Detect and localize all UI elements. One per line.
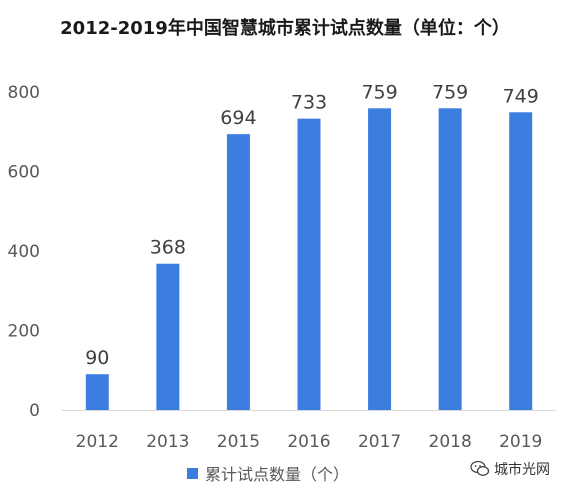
x-tick-label: 2015 [217, 432, 260, 452]
bar [438, 108, 462, 411]
x-tick-label: 2013 [146, 432, 189, 452]
legend: 累计试点数量（个） [187, 461, 349, 485]
bar [368, 108, 392, 411]
legend-swatch [187, 467, 198, 479]
bar [226, 134, 250, 410]
bar [297, 118, 321, 410]
y-tick-label: 400 [8, 242, 40, 262]
data-label: 368 [150, 237, 186, 259]
bar [85, 374, 109, 410]
data-label: 694 [220, 107, 256, 129]
y-tick-label: 200 [8, 322, 40, 342]
y-tick-label: 600 [8, 163, 40, 183]
y-tick-label: 800 [8, 83, 40, 103]
chart-title: 2012-2019年中国智慧城市累计试点数量（单位：个） [60, 18, 510, 39]
data-label: 759 [432, 81, 468, 103]
y-tick-label: 0 [29, 401, 40, 421]
x-tick-label: 2019 [499, 432, 542, 452]
legend-label: 累计试点数量（个） [205, 465, 350, 484]
watermark: 城市光网 [470, 459, 550, 479]
bar [156, 263, 180, 410]
data-label: 90 [85, 347, 109, 369]
bar [509, 112, 533, 411]
data-label: 759 [361, 81, 397, 103]
x-tick-label: 2017 [358, 432, 401, 452]
data-label: 733 [291, 92, 327, 114]
x-tick-label: 2018 [429, 432, 472, 452]
x-tick-label: 2016 [287, 432, 330, 452]
watermark-text: 城市光网 [494, 462, 550, 478]
data-label: 749 [503, 85, 539, 107]
wechat-icon [470, 460, 490, 476]
x-tick-label: 2012 [76, 432, 119, 452]
